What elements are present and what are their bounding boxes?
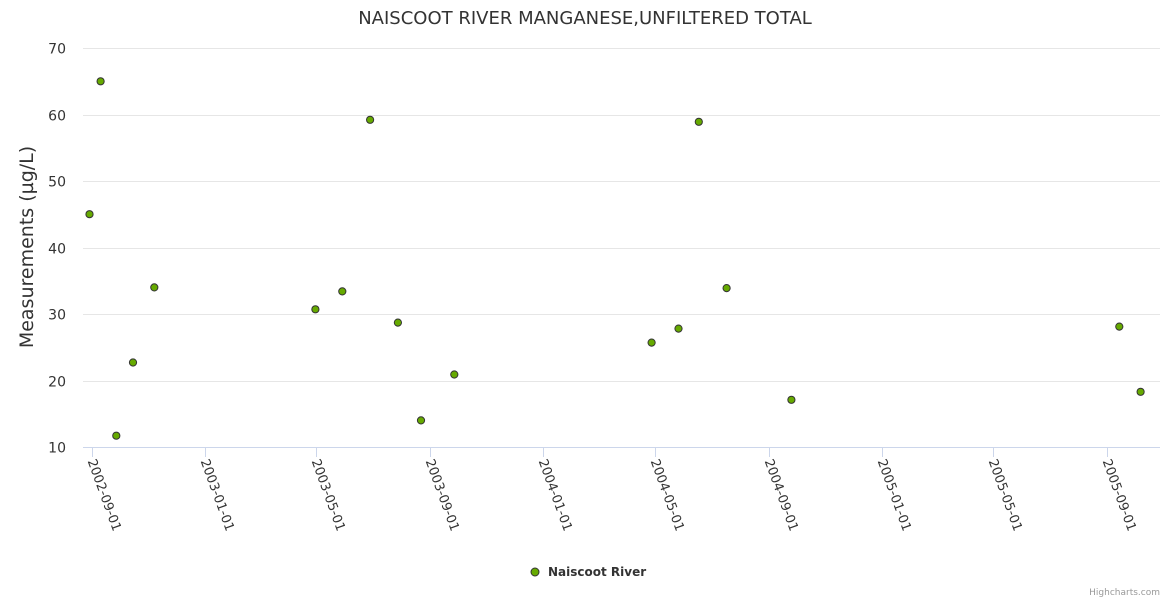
y-tick-label: 50 [48, 175, 66, 191]
x-tick-label: 2005-05-01 [985, 457, 1025, 533]
x-tick-label: 2004-01-01 [535, 457, 575, 533]
y-axis-label: Measurements (µg/L) [16, 146, 38, 348]
y-tick-label: 30 [48, 308, 66, 324]
data-point[interactable] [96, 77, 105, 86]
grid-lines [83, 48, 1160, 382]
y-tick-label: 40 [48, 242, 66, 258]
data-point[interactable] [416, 416, 426, 425]
y-axis-ticks: 10 20 30 40 50 60 70 [48, 42, 66, 457]
data-point[interactable] [722, 284, 731, 293]
legend[interactable]: Naiscoot River [530, 565, 646, 579]
data-point[interactable] [1115, 322, 1124, 331]
x-tick-label: 2003-09-01 [422, 457, 462, 533]
data-point[interactable] [112, 431, 121, 440]
x-tick-label: 2003-01-01 [197, 457, 237, 533]
legend-marker [530, 567, 540, 577]
x-tick-label: 2002-09-01 [84, 457, 124, 533]
credits[interactable]: Highcharts.com [1089, 588, 1160, 598]
x-tick-label: 2005-01-01 [874, 457, 914, 533]
data-point[interactable] [787, 395, 796, 404]
y-tick-label: 10 [48, 441, 66, 457]
data-point[interactable] [1136, 387, 1145, 396]
data-point[interactable] [311, 305, 320, 314]
x-tick-label: 2003-05-01 [308, 457, 348, 533]
data-point[interactable] [128, 358, 138, 367]
data-point[interactable] [338, 287, 347, 296]
data-point[interactable] [694, 117, 703, 126]
series-points [85, 77, 1145, 440]
y-tick-label: 60 [48, 109, 66, 125]
y-tick-label: 20 [48, 375, 66, 391]
data-point[interactable] [647, 338, 656, 347]
data-point[interactable] [366, 115, 375, 124]
legend-label[interactable]: Naiscoot River [548, 565, 646, 579]
x-tick-label: 2004-05-01 [647, 457, 687, 533]
y-tick-label: 70 [48, 42, 66, 58]
data-point[interactable] [85, 210, 94, 219]
data-point[interactable] [393, 318, 402, 327]
data-point[interactable] [674, 324, 683, 333]
data-point[interactable] [450, 370, 459, 379]
x-tick-label: 2004-09-01 [761, 457, 801, 533]
x-tick-label: 2005-09-01 [1099, 457, 1139, 533]
x-axis-ticks: 2002-09-01 2003-01-01 2003-05-01 2003-09-01… [84, 447, 1139, 533]
chart-title: NAISCOOT RIVER MANGANESE,UNFILTERED TOTA… [358, 8, 812, 29]
data-point[interactable] [150, 283, 159, 292]
